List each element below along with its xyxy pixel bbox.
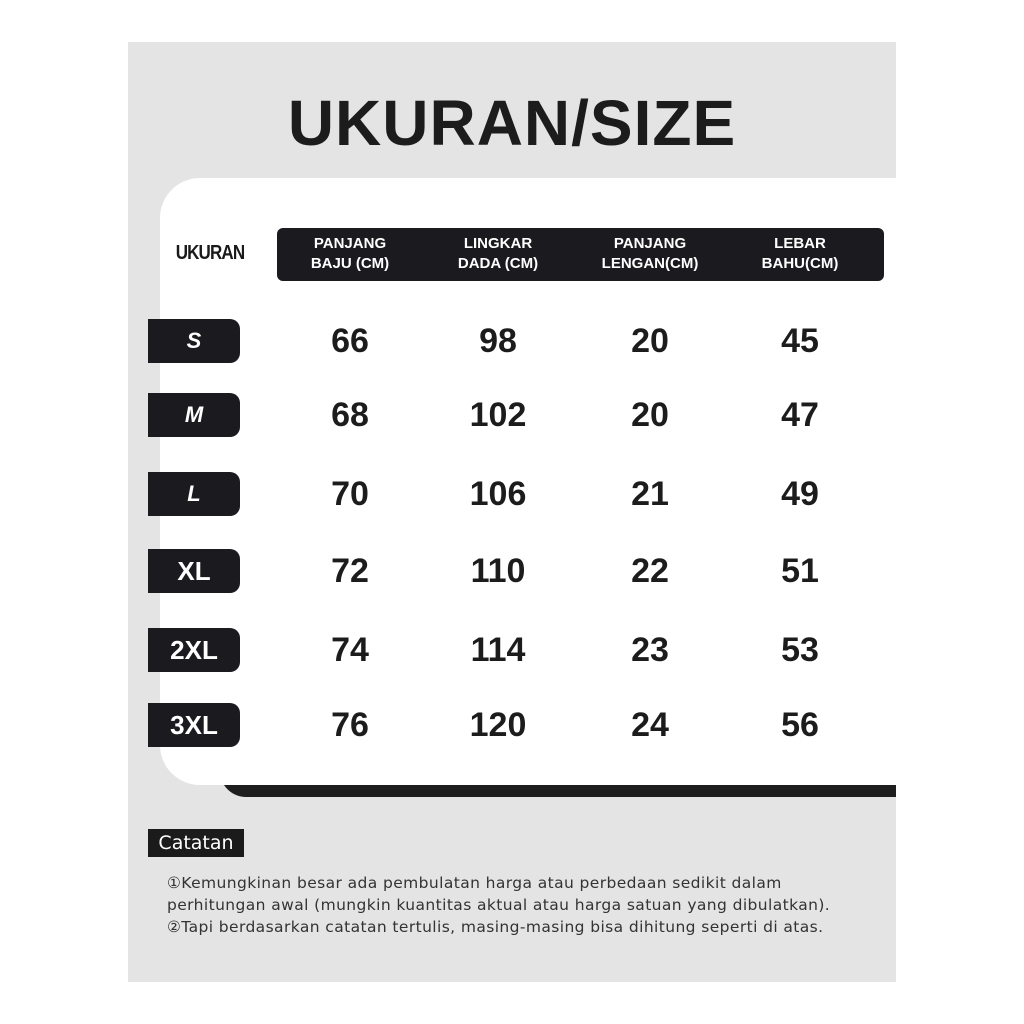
table-cell: 72: [331, 552, 369, 590]
size-tab: 3XL: [148, 703, 240, 747]
column-header: LINGKAR DADA (CM): [423, 234, 573, 274]
table-cell: 20: [631, 396, 669, 434]
column-header-line: DADA (CM): [457, 255, 539, 272]
table-cell: 106: [469, 475, 527, 513]
size-tab: S: [148, 319, 240, 363]
column-header-line: BAJU (CM): [310, 255, 390, 272]
table-row: 2XL 74 114 23 53: [0, 628, 1024, 672]
size-tab: XL: [148, 549, 240, 593]
table-cell: 47: [781, 396, 819, 434]
notes-text: ①Kemungkinan besar ada pembulatan harga …: [167, 872, 830, 938]
table-cell: 20: [631, 322, 669, 360]
column-header-line: LINGKAR: [463, 235, 533, 252]
column-header-line: PANJANG: [613, 235, 687, 252]
column-header-line: LENGAN(CM): [601, 255, 699, 272]
table-cell: 102: [469, 396, 527, 434]
table-cell: 53: [781, 631, 819, 669]
notes-label: Catatan: [148, 829, 244, 857]
column-header: PANJANG LENGAN(CM): [575, 234, 725, 274]
table-cell: 68: [331, 396, 369, 434]
table-cell: 110: [470, 552, 526, 590]
table-cell: 114: [470, 631, 526, 669]
table-cell: 24: [631, 706, 669, 744]
page-title: UKURAN/SIZE: [287, 87, 737, 159]
size-tab: M: [148, 393, 240, 437]
table-cell: 51: [781, 552, 819, 590]
size-tab: L: [148, 472, 240, 516]
note-line: perhitungan awal (mungkin kuantitas aktu…: [167, 896, 831, 914]
table-cell: 23: [631, 631, 669, 669]
column-header-line: BAHU(CM): [761, 255, 839, 272]
table-cell: 56: [781, 706, 819, 744]
table-row: M 68 102 20 47: [0, 393, 1024, 437]
column-header-line: LEBAR: [774, 235, 826, 252]
table-cell: 49: [781, 475, 819, 513]
column-header: LEBAR BAHU(CM): [725, 234, 875, 274]
table-row: 3XL 76 120 24 56: [0, 703, 1024, 747]
size-column-header: UKURAN: [175, 242, 245, 264]
note-line: ②Tapi berdasarkan catatan tertulis, masi…: [167, 918, 824, 936]
table-cell: 66: [331, 322, 369, 360]
table-row: XL 72 110 22 51: [0, 549, 1024, 593]
table-row: S 66 98 20 45: [0, 319, 1024, 363]
size-tab: 2XL: [148, 628, 240, 672]
table-cell: 21: [631, 475, 669, 513]
column-header-line: PANJANG: [313, 235, 387, 252]
table-cell: 74: [331, 631, 369, 669]
table-cell: 45: [781, 322, 819, 360]
column-header: PANJANG BAJU (CM): [275, 234, 425, 274]
table-cell: 76: [331, 706, 369, 744]
table-row: L 70 106 21 49: [0, 472, 1024, 516]
table-header: PANJANG BAJU (CM) LINGKAR DADA (CM) PANJANG L…: [277, 228, 884, 281]
table-cell: 98: [479, 322, 517, 360]
table-cell: 70: [331, 475, 369, 513]
note-line: ①Kemungkinan besar ada pembulatan harga …: [167, 874, 782, 892]
table-cell: 22: [631, 552, 669, 590]
table-cell: 120: [469, 706, 527, 744]
